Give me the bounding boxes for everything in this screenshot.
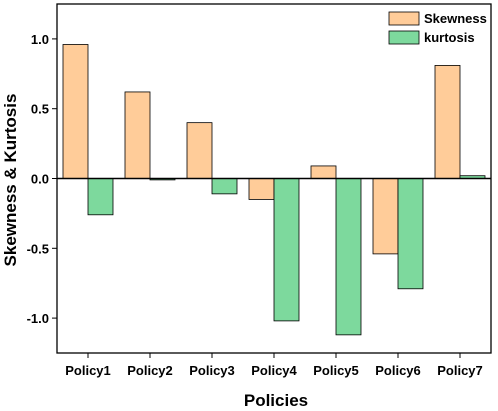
x-tick-label: Policy7 [437,363,483,378]
bar-kurtosis-policy4 [273,178,300,322]
bar-skewness-policy7 [434,65,461,179]
bar-kurtosis-policy6 [397,178,424,290]
plot-area: Policy1 Policy2 Policy3 Policy4 Policy5 Polic… [27,3,492,378]
bar-skewness-policy3 [186,122,213,179]
y-tick-label: -0.5 [27,241,49,256]
bar-skewness-policy6 [372,178,399,255]
plot-frame [56,3,492,354]
y-tick-label: 1.0 [31,32,49,47]
y-tick-label: -1.0 [27,311,49,326]
x-tick-label: Policy6 [375,363,421,378]
bar-skewness-policy4 [248,178,275,200]
y-tick-label: 0.5 [31,102,49,117]
bar-kurtosis-policy3 [211,178,238,195]
x-tick-label: Policy4 [251,363,297,378]
bar-kurtosis-policy5 [335,178,362,336]
x-tick-label: Policy5 [313,363,359,378]
x-tick-label: Policy3 [189,363,235,378]
x-axis-title: Policies [244,391,308,410]
x-tick-label: Policy1 [65,363,111,378]
y-axis-title: Skewness & Kurtosis [1,94,20,267]
bar-kurtosis-policy1 [87,178,114,216]
legend-swatch [388,30,420,45]
y-tick-label: 0.0 [31,172,49,187]
legend-label: Skewness [424,11,487,26]
bar-skewness-policy2 [124,91,151,179]
legend-swatch [388,11,420,26]
legend-label: kurtosis [424,30,475,45]
x-tick-label: Policy2 [127,363,173,378]
bar-skewness-policy1 [62,44,89,179]
bar-skewness-policy5 [310,165,337,179]
